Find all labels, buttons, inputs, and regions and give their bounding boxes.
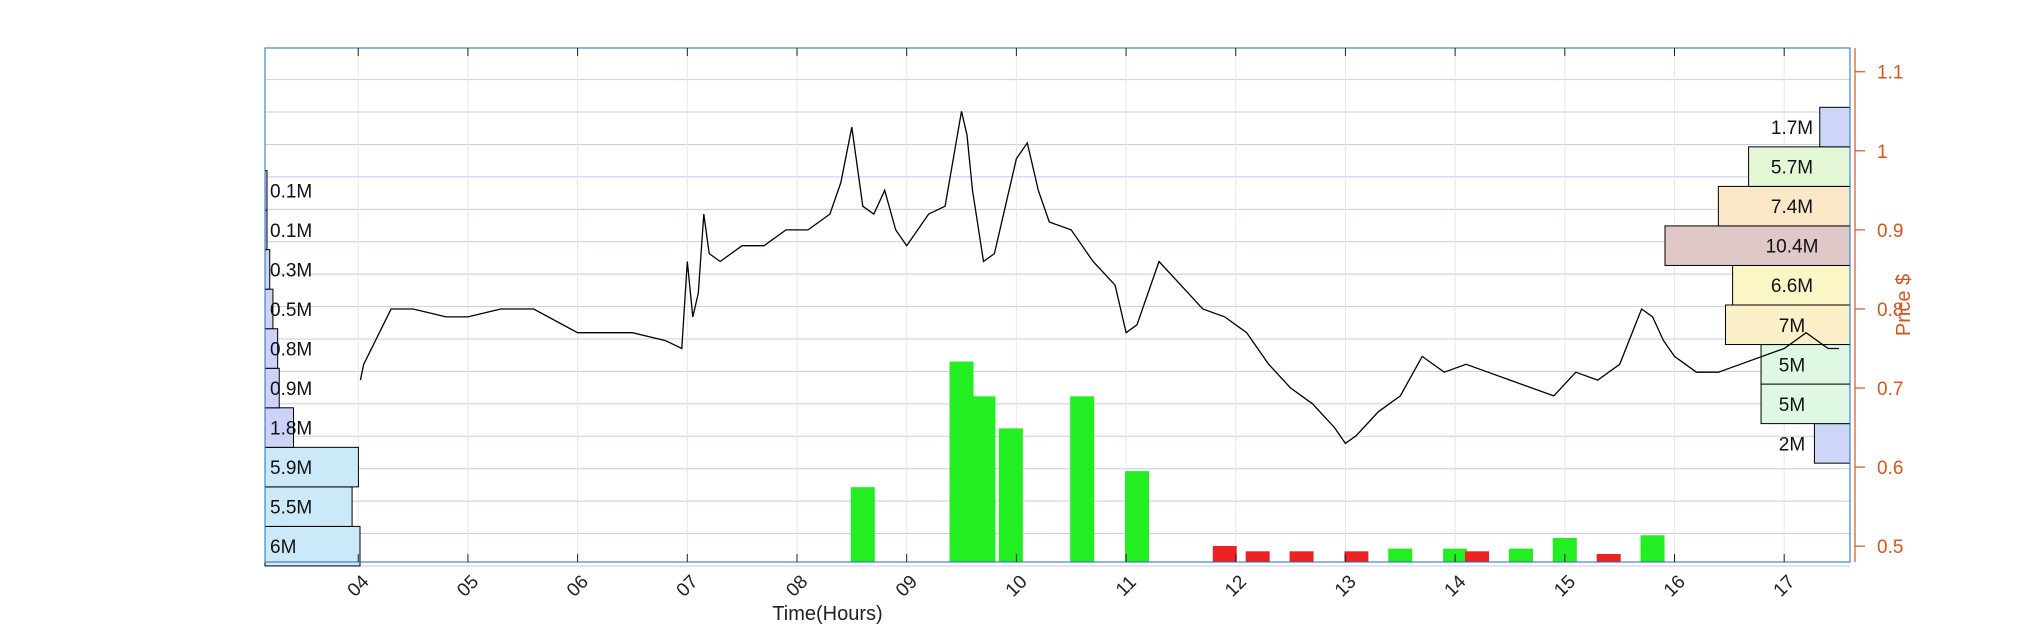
left-profile-label: 0.3M	[270, 260, 312, 281]
left-profile-label: 5.9M	[270, 458, 312, 479]
left-profile-label: 5.5M	[270, 498, 312, 519]
left-profile-label: 0.8M	[270, 339, 312, 360]
left-profile-bar	[264, 486, 353, 527]
x-tick-label: 05	[453, 571, 483, 601]
right-profile-bar	[1760, 344, 1851, 385]
volume-bar	[1508, 548, 1533, 562]
right-profile-label: 5M	[1779, 355, 1805, 376]
y-tick-label: 0.8	[1877, 300, 1903, 321]
right-profile-bar	[1813, 423, 1851, 464]
x-tick-label: 07	[673, 571, 703, 601]
x-tick-label: 09	[892, 571, 922, 601]
left-profile-label: 0.1M	[270, 181, 312, 202]
left-profile-label: 0.9M	[270, 379, 312, 400]
y-tick-label: 0.9	[1877, 221, 1903, 242]
price-line	[359, 111, 1839, 445]
right-profile-bar	[1819, 106, 1851, 148]
x-tick-label: 13	[1331, 571, 1361, 601]
x-tick-label: 14	[1441, 571, 1471, 601]
volume-bar	[1070, 396, 1095, 562]
left-profile-label: 1.8M	[270, 419, 312, 440]
right-profile-bar	[1748, 146, 1851, 187]
right-profile-label: 1.7M	[1771, 118, 1813, 139]
left-profile-bar	[264, 446, 359, 488]
x-tick-label: 06	[563, 571, 593, 601]
volume-bar	[1289, 551, 1314, 562]
price-series-line	[359, 111, 1839, 445]
right-profile-label: 7M	[1779, 316, 1805, 337]
right-profile-bar	[1664, 225, 1851, 266]
right-profile-label: 2M	[1779, 434, 1805, 455]
volume-bar	[1596, 553, 1621, 562]
plot-frame	[264, 47, 1851, 563]
x-axis-label: Time(Hours)	[772, 603, 882, 625]
x-tick-label: 10	[1002, 571, 1032, 601]
left-profile-bar	[264, 525, 361, 567]
right-profile-label: 7.4M	[1771, 197, 1813, 218]
volume-bar	[971, 396, 996, 562]
volume-bar	[1344, 551, 1369, 562]
right-profile-bar	[1760, 383, 1851, 425]
right-profile-label: 5M	[1779, 395, 1805, 416]
x-tick-label: 16	[1660, 571, 1690, 601]
volume-bar	[998, 428, 1023, 562]
volume-bar	[850, 487, 875, 562]
volume-bar	[1212, 545, 1237, 562]
left-profile-label: 0.1M	[270, 221, 312, 242]
right-volume-profile: 2M 5M 5M 7M 6.6M 10.4M 7.4M 5.7M 1.7M	[1664, 106, 1851, 464]
y-tick-label: 0.6	[1877, 458, 1903, 479]
volume-bar	[1465, 551, 1490, 562]
volume-bars	[850, 361, 1665, 562]
volume-bar	[1125, 471, 1150, 562]
x-tick-label: 11	[1112, 572, 1141, 601]
grid	[265, 48, 1850, 567]
y-tick-label: 0.7	[1877, 379, 1903, 400]
volume-bar	[1640, 535, 1665, 562]
volume-bar	[1245, 551, 1270, 562]
y-tick-label: 1.1	[1877, 63, 1903, 84]
left-volume-profile: 6M 5.5M 5.9M 1.8M 0.9M 0.8M 0.5M 0.3M 0.1M 0.1M	[264, 170, 361, 567]
x-tick-label: 04	[344, 571, 374, 601]
x-tick-label: 08	[782, 571, 812, 601]
left-profile-label: 6M	[270, 537, 296, 558]
right-profile-label: 6.6M	[1771, 276, 1813, 297]
x-tick-label: 17	[1770, 571, 1800, 601]
right-profile-label: 10.4M	[1766, 237, 1819, 258]
y-tick-label: 1	[1877, 142, 1888, 163]
x-tick-label: 12	[1221, 571, 1251, 601]
right-profile-bar	[1724, 304, 1851, 346]
right-y-axis: 0.5 0.6 0.7 0.8 0.9 1 1.1	[1854, 48, 1903, 562]
y-axis-label: Price $	[1893, 274, 1915, 336]
y-tick-label: 0.5	[1877, 537, 1903, 558]
x-tick-label: 15	[1550, 571, 1580, 601]
left-profile-label: 0.5M	[270, 300, 312, 321]
right-profile-label: 5.7M	[1771, 158, 1813, 179]
volume-bar	[949, 361, 974, 562]
volume-bar	[1388, 548, 1413, 562]
